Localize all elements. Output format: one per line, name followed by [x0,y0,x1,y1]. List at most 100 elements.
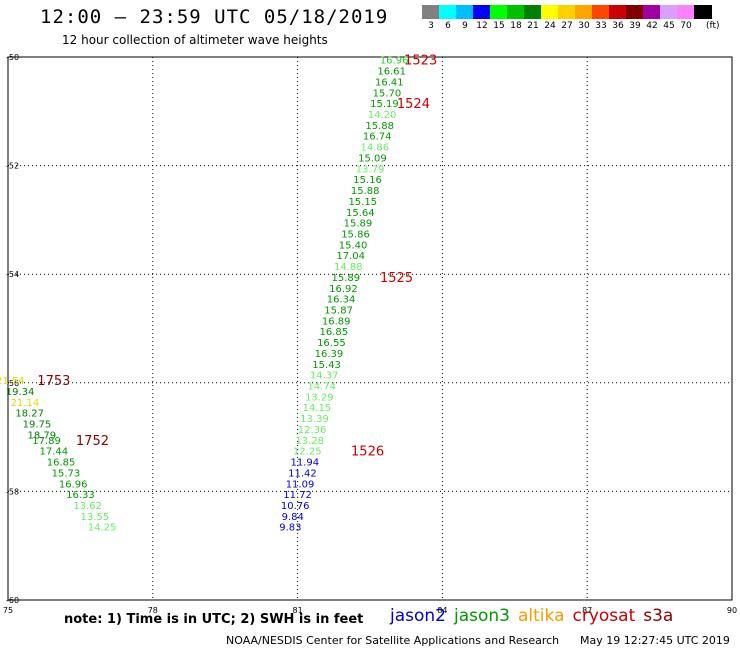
x-tick-label: 84 [437,606,447,615]
swh-point-label: 13.39 [300,414,329,425]
x-tick-label: 75 [3,606,13,615]
legend-swatch [558,5,576,19]
swh-point-label: 13.29 [305,392,334,403]
legend-label: 70 [680,21,692,31]
swh-point-label: 14.88 [334,262,363,273]
legend-swatch [456,5,474,19]
legend-label: 12 [476,21,488,31]
legend-label: 45 [663,21,675,31]
chart-subtitle: 12 hour collection of altimeter wave hei… [62,33,328,47]
legend-swatch [541,5,559,19]
swh-point-label: 15.88 [351,186,380,197]
swh-point-label: 12.36 [298,425,327,436]
swh-point-label: 15.73 [52,468,81,479]
legend-unit: (ft) [706,21,720,31]
legend-swatch [677,5,695,19]
swh-point-label: 16.34 [327,295,356,306]
x-tick-label: 87 [582,606,592,615]
pass-time-label: 1525 [380,271,413,286]
swh-point-label: 15.70 [373,88,402,99]
legend-label: 21 [527,21,539,31]
legend-swatch [473,5,491,19]
satellite-legend: jason2 jason3 altika cryosat s3a [390,606,681,626]
legend-swatch [626,5,644,19]
legend-swatch [439,5,457,19]
legend-label: 6 [445,21,451,31]
swh-point-label: 16.39 [315,349,344,360]
swh-point-label: 16.85 [319,327,348,338]
swh-point-label: 11.42 [288,468,317,479]
chart-title: 12:00 – 23:59 UTC 05/18/2019 [40,6,389,28]
swh-point-label: 15.43 [312,360,341,371]
swh-point-label: 11.94 [291,458,320,469]
swh-point-label: 16.89 [322,316,351,327]
legend-label: 15 [493,21,505,31]
plot-frame [7,56,733,601]
legend-label: 24 [544,21,556,31]
x-tick-label: 90 [727,606,737,615]
legend-label: 33 [595,21,607,31]
swh-point-label: 15.15 [348,197,377,208]
swh-point-label: 15.16 [353,175,382,186]
x-tick-label: 81 [293,606,303,615]
swh-point-label: 17.04 [336,251,365,262]
y-tick-label: -52 [6,162,19,171]
swh-point-label: 18.27 [15,409,44,420]
swh-point-label: 15.19 [370,99,399,110]
legend-swatch [660,5,678,19]
swh-point-label: 17.89 [32,436,61,447]
satellite-cryosat: cryosat [572,606,636,626]
swh-point-label: 10.76 [281,501,310,512]
satellite-altika: altika [518,606,565,626]
x-tick-label: 78 [148,606,158,615]
swh-point-label: 13.62 [73,501,102,512]
legend-label: 39 [629,21,641,31]
swh-point-label: 15.89 [332,273,361,284]
pass-time-label: 1526 [351,445,384,460]
legend-label: 36 [612,21,624,31]
swh-point-label: 15.87 [324,305,353,316]
swh-point-label: 21.14 [11,398,40,409]
pass-time-label: 1524 [397,97,430,112]
legend-label: 42 [646,21,658,31]
swh-point-label: 15.09 [358,153,387,164]
swh-point-label: 15.88 [365,121,394,132]
pass-time-label: 1523 [404,54,437,69]
swh-point-label: 21.54 [0,376,25,387]
swh-point-label: 15.86 [341,229,370,240]
swh-point-label: 11.09 [286,479,315,490]
y-tick-label: -58 [6,487,19,496]
legend-swatch [507,5,525,19]
satellite-jason3: jason3 [454,606,510,626]
swh-point-label: 15.64 [346,208,375,219]
legend-label: 3 [428,21,434,31]
legend-swatch [575,5,593,19]
pass-time-label: 1752 [76,434,109,449]
swh-point-label: 16.33 [66,490,95,501]
swh-point-label: 9.84 [282,512,304,523]
legend-swatch [643,5,661,19]
swh-point-label: 13.28 [295,436,324,447]
swh-point-label: 14.86 [361,143,390,154]
swh-point-label: 12.25 [293,447,322,458]
legend-swatch [422,5,440,19]
y-tick-label: -60 [6,596,19,605]
swh-point-label: 11.72 [283,490,312,501]
y-tick-label: -56 [6,379,19,388]
swh-point-label: 17.44 [40,447,69,458]
swh-point-label: 18.79 [27,430,56,441]
y-tick-label: -54 [6,270,19,279]
swh-point-label: 14.25 [88,523,117,534]
swh-point-label: 14.74 [307,382,336,393]
swh-point-label: 9.83 [279,523,301,534]
legend-swatch [490,5,508,19]
swh-point-label: 19.75 [23,420,52,431]
swh-point-label: 14.20 [368,110,397,121]
swh-point-label: 16.85 [47,458,76,469]
swh-point-label: 14.37 [310,371,339,382]
y-tick-label: -50 [6,53,19,62]
swh-point-label: 16.96 [380,56,409,67]
footer-note: note: 1) Time is in UTC; 2) SWH is in fe… [64,612,364,627]
swh-point-label: 13.79 [356,164,385,175]
